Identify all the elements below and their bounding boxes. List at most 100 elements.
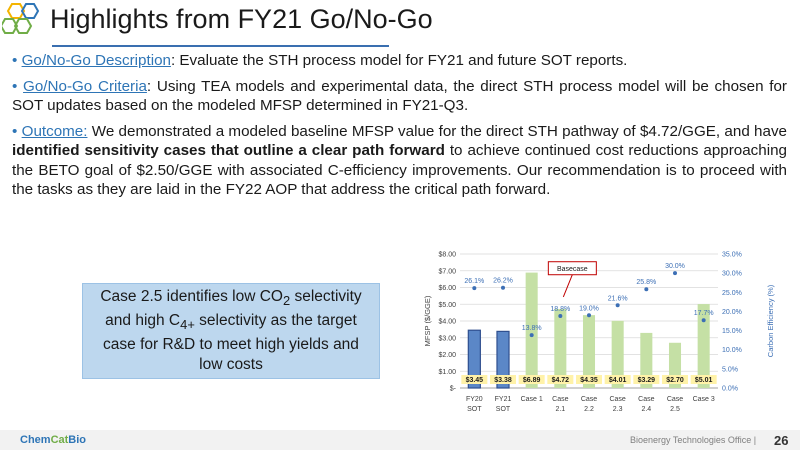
footer-bar xyxy=(0,430,800,450)
bar-value-label: $3.38 xyxy=(494,377,512,384)
y2-tick-label: 15.0% xyxy=(722,328,742,335)
y2-axis-title: Carbon Efficiency (%) xyxy=(766,284,775,357)
basecase-annotation-arrow xyxy=(562,274,573,298)
carbon-efficiency-point xyxy=(701,318,706,323)
bullet-dot: • xyxy=(12,122,18,140)
bullet-criteria: • Go/No-Go Criteria: Using TEA models an… xyxy=(12,77,787,116)
bar-label-bg xyxy=(633,375,660,384)
bar-value-label: $4.35 xyxy=(580,377,598,384)
callout-line3: selectivity as the target case for R&D t… xyxy=(103,312,359,374)
bar-label-bg xyxy=(547,375,574,384)
x-tick-label: 2.1 xyxy=(555,406,565,413)
bullet-text: Using TEA models and experimental data, … xyxy=(12,77,787,115)
footer-logo-a: Chem xyxy=(20,434,51,446)
y2-tick-label: 0.0% xyxy=(722,386,738,393)
x-tick-label: Case xyxy=(667,396,683,403)
y-tick-label: $- xyxy=(450,386,457,393)
bullet-text: We demonstrated a modeled baseline MFSP … xyxy=(87,122,787,140)
bullet-outcome: • Outcome: We demonstrated a modeled bas… xyxy=(12,122,787,200)
footer-logo-b: Cat xyxy=(50,434,69,446)
carbon-efficiency-point xyxy=(673,271,677,276)
bar-label-bg xyxy=(662,375,688,384)
footer-logo: ChemCatBio xyxy=(20,434,86,446)
carbon-efficiency-point xyxy=(587,313,591,318)
bar xyxy=(554,308,567,388)
bullet-text-after: to achieve continued cost reductions app… xyxy=(12,142,787,198)
bullet-label: Go/No-Go Criteria xyxy=(23,77,147,95)
title-underline xyxy=(52,45,389,47)
carbon-efficiency-point xyxy=(472,286,477,291)
x-tick-label: Case xyxy=(638,396,654,403)
chemcatbio-hex-logo-icon xyxy=(2,3,40,34)
bullet-text: Evaluate the STH process model for FY21 … xyxy=(175,52,628,69)
bullet-dot: • xyxy=(12,52,18,69)
carbon-efficiency-label: 18.8% xyxy=(550,306,570,313)
x-tick-label: Case xyxy=(609,396,625,403)
carbon-efficiency-point xyxy=(529,333,534,338)
bar xyxy=(611,320,624,388)
x-tick-label: 2.2 xyxy=(584,406,594,413)
bullet-sep: : xyxy=(170,52,176,69)
x-tick-label: SOT xyxy=(496,406,511,413)
y-tick-label: $7.00 xyxy=(438,268,456,275)
bar xyxy=(697,304,710,388)
footer-office-name: Bioenergy Technologies Office | xyxy=(630,435,757,445)
page-title: Highlights from FY21 Go/No-Go xyxy=(50,4,433,34)
bar-value-label: $3.45 xyxy=(466,377,484,384)
y2-tick-label: 10.0% xyxy=(722,347,742,354)
bar-label-bg xyxy=(518,375,545,384)
mfsp-carbon-efficiency-chart: $- $1.00 $2.00 $3.00 $4.00 $5.00 $6.00 $7.00 $8.… xyxy=(423,252,775,414)
carbon-efficiency-label: 13.8% xyxy=(522,325,542,332)
carbon-efficiency-label: 19.0% xyxy=(579,305,599,312)
bar-value-label: $5.01 xyxy=(695,377,713,384)
bar-value-label: $4.72 xyxy=(552,377,570,384)
y2-tick-label: 35.0% xyxy=(722,252,742,259)
y2-tick-label: 25.0% xyxy=(722,290,742,297)
bullet-list: • Go/No-Go Description: Evaluate the STH… xyxy=(12,51,787,206)
callout-sub1: 2 xyxy=(282,293,291,308)
bullet-bold-text: identified sensitivity cases that outlin… xyxy=(12,142,445,159)
y-tick-label: $8.00 xyxy=(438,252,456,259)
bar-label-bg xyxy=(604,375,631,384)
callout-line1: Case 2.5 identifies low CO xyxy=(100,287,283,305)
bullet-sep: : xyxy=(146,77,152,95)
bar-label-bg xyxy=(690,375,717,384)
y-tick-label: $5.00 xyxy=(438,302,456,309)
y-tick-label: $2.00 xyxy=(438,352,456,359)
carbon-efficiency-point xyxy=(501,285,505,290)
bar-value-label: $6.89 xyxy=(523,377,541,384)
bar-label-bg xyxy=(461,375,488,384)
carbon-efficiency-point xyxy=(558,314,563,319)
callout-sub2: 4+ xyxy=(180,317,195,333)
carbon-efficiency-label: 17.7% xyxy=(694,310,714,317)
x-tick-label: SOT xyxy=(467,406,482,413)
footer-logo-c: Bio xyxy=(68,434,87,446)
callout-text: Case 2.5 identifies low CO2 selectivity … xyxy=(93,287,369,375)
carbon-efficiency-point xyxy=(615,303,620,308)
y-tick-label: $4.00 xyxy=(438,319,456,326)
x-tick-label: 2.3 xyxy=(613,406,623,413)
bullet-label: Outcome: xyxy=(21,122,88,140)
x-tick-label: 2.5 xyxy=(670,406,680,413)
callout-line2: selectivity and high C xyxy=(105,287,362,329)
carbon-efficiency-label: 26.2% xyxy=(493,278,513,285)
basecase-annotation-label: Basecase xyxy=(557,266,588,273)
bar xyxy=(640,332,653,388)
bar xyxy=(467,329,481,389)
bar-label-bg xyxy=(490,375,516,384)
x-tick-label: Case xyxy=(581,396,597,403)
carbon-efficiency-label: 30.0% xyxy=(665,263,685,270)
bar xyxy=(496,330,510,389)
bar-value-label: $3.29 xyxy=(638,377,656,384)
bullet-dot: • xyxy=(12,77,18,95)
carbon-efficiency-label: 21.6% xyxy=(608,295,628,302)
page-number: 26 xyxy=(774,433,789,448)
x-tick-label: FY21 xyxy=(495,396,512,403)
y-axis-title: MFSP ($/GGE) xyxy=(423,295,432,346)
x-tick-label: FY20 xyxy=(466,396,483,403)
bar-value-label: $4.01 xyxy=(609,377,627,384)
x-tick-label: 2.4 xyxy=(641,406,651,413)
y-tick-label: $3.00 xyxy=(438,335,456,342)
carbon-efficiency-label: 25.8% xyxy=(636,279,656,286)
y2-tick-label: 20.0% xyxy=(722,309,742,316)
